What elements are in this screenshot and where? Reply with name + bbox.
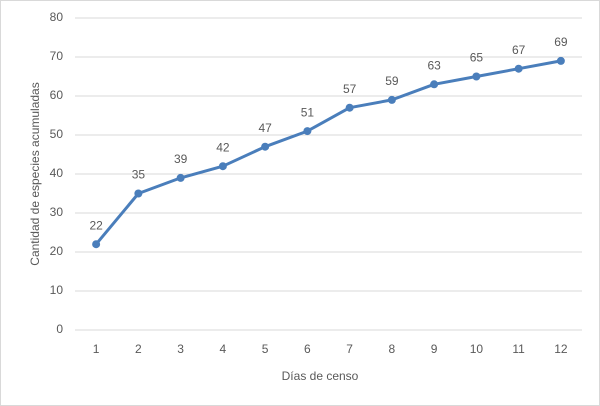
x-axis-label: Días de censo [282,369,359,383]
x-tick-label: 12 [554,342,568,356]
data-point [134,189,143,198]
data-label: 22 [89,218,103,232]
y-axis-label: Cantidad de especies acumuladas [28,82,42,265]
y-tick-label: 50 [50,127,64,141]
y-tick-label: 60 [50,88,64,102]
y-tick-label: 30 [50,205,64,219]
data-point [472,72,481,81]
data-label: 47 [258,121,272,135]
data-point [430,80,439,89]
data-label: 35 [132,168,146,182]
x-tick-label: 9 [431,342,438,356]
y-tick-label: 40 [50,166,64,180]
x-tick-label: 3 [177,342,184,356]
data-point [387,95,396,104]
data-label: 65 [470,51,484,65]
data-point [303,127,312,136]
data-point [176,173,185,182]
data-point [261,142,270,151]
x-tick-label: 4 [220,342,227,356]
x-tick-label: 10 [470,342,484,356]
x-tick-label: 6 [304,342,311,356]
x-tick-label: 5 [262,342,269,356]
data-point [556,56,565,65]
x-tick-label: 2 [135,342,142,356]
y-tick-label: 70 [50,49,64,63]
x-tick-label: 8 [389,342,396,356]
data-label: 42 [216,140,230,154]
x-tick-label: 7 [346,342,353,356]
data-line [94,59,562,246]
x-tick-label: 11 [512,342,525,356]
data-label: 39 [174,152,188,166]
data-label: 67 [512,43,526,57]
y-tick-label: 80 [50,10,64,24]
data-label: 51 [301,105,315,119]
data-point [514,64,523,73]
data-label: 59 [385,74,399,88]
data-label: 69 [554,35,568,49]
y-tick-label: 20 [50,244,64,258]
y-tick-label: 0 [56,322,63,336]
data-point [345,103,354,112]
data-point [218,162,227,171]
data-point [92,240,101,249]
y-tick-label: 10 [50,283,64,297]
data-label: 63 [427,58,441,72]
data-label: 57 [343,82,357,96]
x-tick-label: 1 [93,342,100,356]
